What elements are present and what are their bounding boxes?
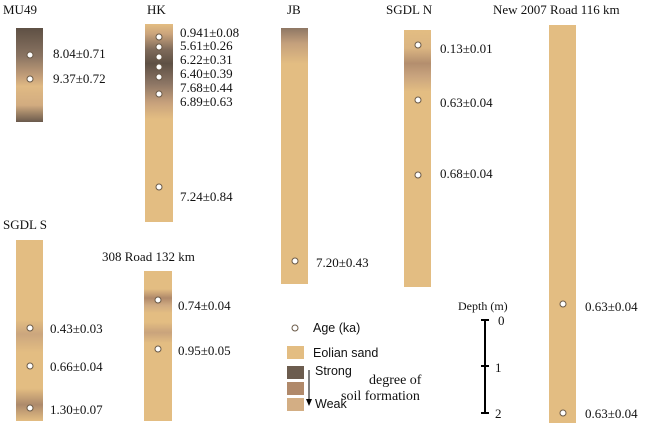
age-sample-point <box>559 300 567 308</box>
age-sample-point <box>154 296 162 304</box>
section-title-mu49: MU49 <box>3 2 37 17</box>
legend-strong-swatch <box>287 366 304 379</box>
legend-eolian-label: Eolian sand <box>313 346 379 360</box>
age-sample-point <box>155 43 163 51</box>
age-sample-point <box>26 51 34 59</box>
age-sample-point <box>155 183 163 191</box>
age-label: 0.13±0.01 <box>440 41 493 56</box>
age-sample-point <box>559 409 567 417</box>
age-label: 6.22±0.31 <box>180 52 233 67</box>
legend-moderate-swatch <box>287 382 304 395</box>
age-sample-point <box>155 33 163 41</box>
depth-tick-2: 2 <box>495 406 502 421</box>
age-label: 0.68±0.04 <box>440 166 493 181</box>
age-sample-point <box>26 324 34 332</box>
legend-age-label: Age (ka) <box>313 321 361 335</box>
section-title-sgdl-n: SGDL N <box>386 2 433 17</box>
age-sample-point <box>155 73 163 81</box>
age-label: 0.63±0.04 <box>585 406 638 421</box>
depth-tick-1: 1 <box>495 360 502 375</box>
depth-scale-title: Depth (m) <box>458 299 508 313</box>
age-label: 5.61±0.26 <box>180 38 233 53</box>
age-sample-point <box>414 171 422 179</box>
legend-degree-label: degree of <box>369 373 422 388</box>
age-label: 9.37±0.72 <box>53 71 106 86</box>
section-title-jb: JB <box>287 2 301 17</box>
depth-scale-bar <box>481 319 489 414</box>
age-label: 6.40±0.39 <box>180 66 233 81</box>
age-label: 8.04±0.71 <box>53 46 106 61</box>
legend-eolian-swatch <box>287 346 304 359</box>
age-label: 7.68±0.44 <box>180 80 233 95</box>
section-column-sgdl-n <box>404 30 431 287</box>
age-label: 1.30±0.07 <box>50 402 103 417</box>
section-title-sgdl-s: SGDL S <box>3 217 47 232</box>
age-sample-point <box>155 53 163 61</box>
age-label: 0.74±0.04 <box>178 298 231 313</box>
legend-weak-swatch <box>287 398 304 411</box>
age-label: 6.89±0.63 <box>180 94 233 109</box>
age-sample-point <box>154 345 162 353</box>
section-column-jb <box>281 28 308 284</box>
age-label: 7.24±0.84 <box>180 189 233 204</box>
age-sample-point <box>414 41 422 49</box>
legend-strong-label: Strong <box>315 364 352 378</box>
section-column-mu49 <box>16 28 43 122</box>
depth-tick-0: 0 <box>498 313 505 328</box>
age-sample-point <box>414 96 422 104</box>
legend-weak-label: Weak <box>315 397 347 411</box>
section-title-new-2007-road: New 2007 Road 116 km <box>493 2 620 17</box>
age-sample-point <box>26 404 34 412</box>
age-label: 0.941±0.08 <box>180 25 240 40</box>
legend-age-symbol <box>291 324 299 332</box>
section-column-new-2007-road <box>549 25 576 423</box>
age-sample-point <box>26 75 34 83</box>
legend-soil-formation-label: soil formation <box>341 389 420 404</box>
age-sample-point <box>155 90 163 98</box>
age-sample-point <box>155 63 163 71</box>
section-title-308-road: 308 Road 132 km <box>102 249 195 264</box>
age-label: 0.95±0.05 <box>178 343 231 358</box>
age-label: 0.63±0.04 <box>440 95 493 110</box>
legend-degree-arrow <box>306 370 312 406</box>
age-label: 0.43±0.03 <box>50 321 103 336</box>
age-label: 0.63±0.04 <box>585 299 638 314</box>
section-title-hk: HK <box>147 2 166 17</box>
age-label: 7.20±0.43 <box>316 255 369 270</box>
age-sample-point <box>26 362 34 370</box>
age-sample-point <box>291 257 299 265</box>
age-label: 0.66±0.04 <box>50 359 103 374</box>
